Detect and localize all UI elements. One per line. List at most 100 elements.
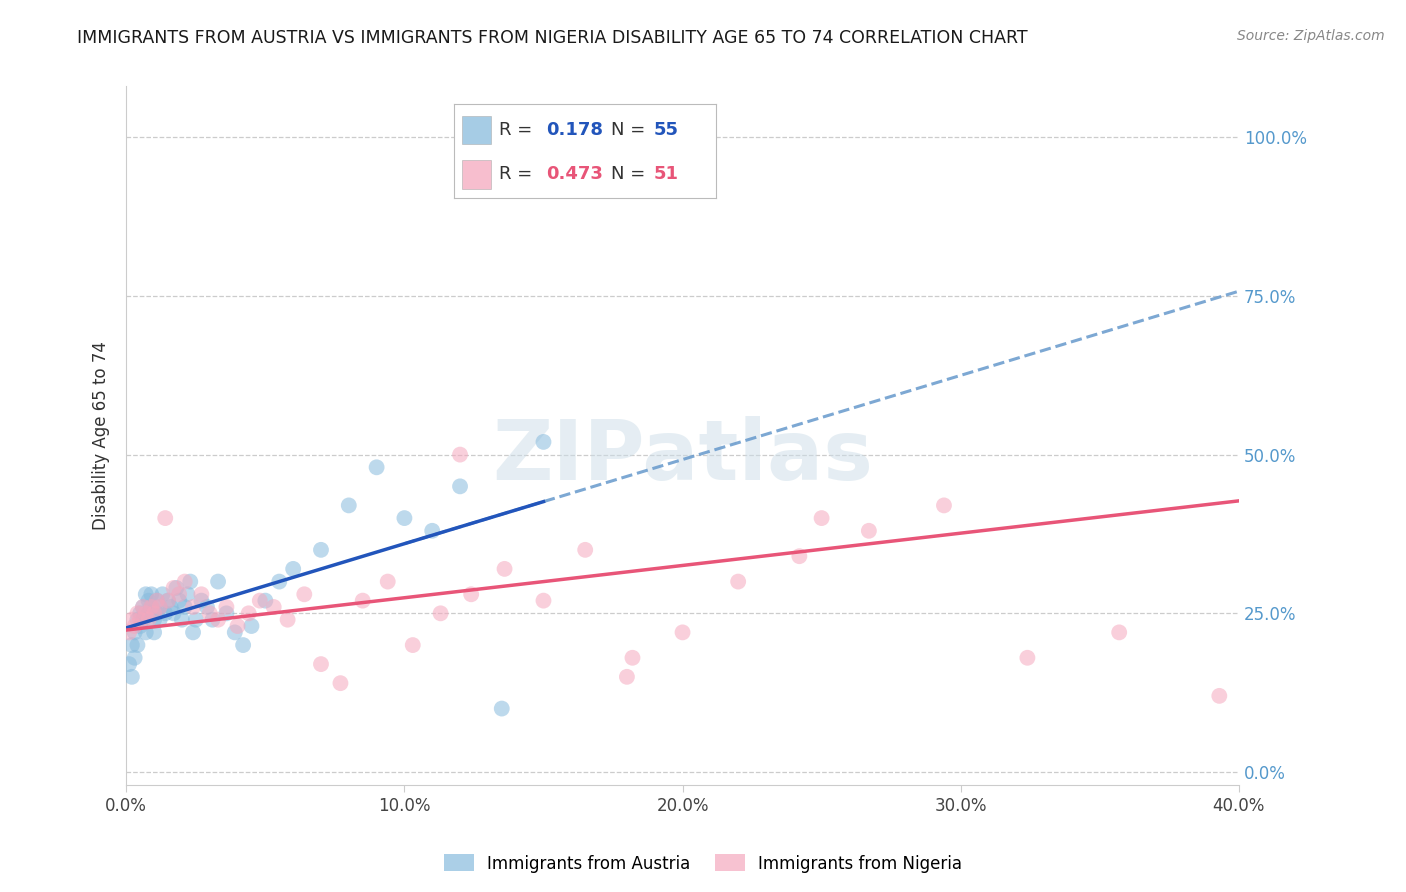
Point (167, 593, 190, 607)
Point (121, 670, 143, 684)
Text: ZIPatlas: ZIPatlas (492, 416, 873, 497)
Point (129, 619, 152, 633)
Point (616, 670, 638, 684)
Point (429, 607, 451, 621)
Point (129, 613, 152, 627)
Point (141, 599, 163, 614)
Point (159, 599, 181, 614)
Point (232, 638, 254, 652)
Point (179, 574, 201, 589)
Point (1108, 625, 1130, 640)
Point (149, 599, 172, 614)
Text: IMMIGRANTS FROM AUSTRIA VS IMMIGRANTS FROM NIGERIA DISABILITY AGE 65 TO 74 CORRE: IMMIGRANTS FROM AUSTRIA VS IMMIGRANTS FR… (77, 29, 1028, 46)
Point (149, 613, 172, 627)
Point (621, 650, 644, 665)
Point (132, 599, 155, 614)
Point (138, 593, 160, 607)
Point (118, 657, 141, 672)
Point (533, 434, 555, 449)
Point (226, 619, 249, 633)
Point (201, 613, 224, 627)
Point (449, 479, 471, 493)
Point (1017, 650, 1039, 665)
Point (184, 613, 207, 627)
Point (121, 638, 143, 652)
Point (249, 593, 271, 607)
Point (377, 574, 399, 589)
Point (124, 619, 146, 633)
Point (240, 619, 263, 633)
Point (124, 625, 146, 640)
Point (132, 599, 155, 614)
Point (224, 625, 246, 640)
Point (309, 657, 332, 672)
Point (727, 574, 749, 589)
Point (127, 613, 149, 627)
Point (181, 599, 204, 614)
Point (309, 542, 332, 557)
Point (157, 593, 180, 607)
Point (1208, 689, 1230, 703)
Point (143, 607, 166, 621)
Point (124, 650, 146, 665)
Y-axis label: Disability Age 65 to 74: Disability Age 65 to 74 (93, 341, 110, 530)
Point (146, 593, 169, 607)
Point (129, 607, 152, 621)
Point (352, 593, 374, 607)
Point (132, 613, 155, 627)
Point (402, 638, 425, 652)
Point (394, 511, 416, 525)
Point (238, 607, 260, 621)
Point (141, 587, 163, 601)
Point (292, 587, 315, 601)
Point (460, 587, 482, 601)
Point (162, 581, 184, 595)
Point (165, 581, 187, 595)
Point (181, 625, 204, 640)
Point (207, 613, 229, 627)
Point (277, 613, 299, 627)
Point (127, 638, 149, 652)
Point (789, 549, 811, 564)
Point (254, 593, 277, 607)
Point (135, 625, 157, 640)
Point (127, 607, 149, 621)
Point (162, 607, 184, 621)
Text: Source: ZipAtlas.com: Source: ZipAtlas.com (1237, 29, 1385, 43)
Point (932, 499, 955, 513)
Point (173, 574, 195, 589)
Point (533, 593, 555, 607)
Point (366, 460, 388, 475)
Point (143, 625, 166, 640)
Point (263, 599, 285, 614)
Point (574, 542, 596, 557)
Point (494, 562, 516, 576)
Point (135, 587, 157, 601)
Point (858, 524, 880, 538)
Point (449, 448, 471, 462)
Point (190, 587, 212, 601)
Point (167, 587, 190, 601)
Point (157, 593, 180, 607)
Point (173, 599, 195, 614)
Point (329, 676, 352, 690)
Point (143, 613, 166, 627)
Point (190, 593, 212, 607)
Legend: Immigrants from Austria, Immigrants from Nigeria: Immigrants from Austria, Immigrants from… (437, 847, 969, 880)
Point (170, 613, 193, 627)
Point (269, 574, 291, 589)
Point (152, 587, 174, 601)
Point (195, 599, 218, 614)
Point (810, 511, 832, 525)
Point (420, 524, 443, 538)
Point (215, 599, 238, 614)
Point (215, 607, 238, 621)
Point (118, 625, 141, 640)
Point (146, 607, 169, 621)
Point (671, 625, 693, 640)
Point (176, 587, 198, 601)
Point (138, 613, 160, 627)
Point (141, 599, 163, 614)
Point (149, 599, 172, 614)
Point (198, 607, 221, 621)
